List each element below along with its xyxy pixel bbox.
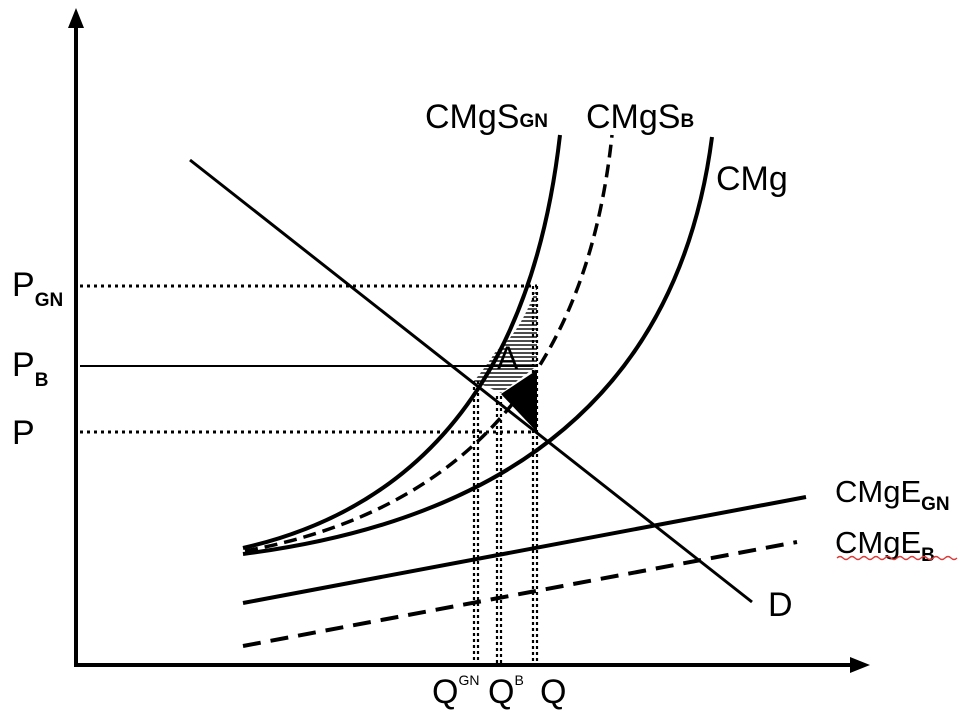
reference-lines xyxy=(80,284,539,664)
cmgs-b-curve xyxy=(244,134,614,553)
cmge-b-curve xyxy=(242,540,798,648)
p-label: P xyxy=(12,414,35,452)
p-b-label: PB xyxy=(12,346,48,391)
demand-curve xyxy=(189,158,753,604)
cmge-gn-curve xyxy=(242,495,807,605)
area-a-label: A xyxy=(497,340,519,376)
y-axis-arrowhead xyxy=(68,8,84,28)
demand-label: D xyxy=(768,586,793,624)
q-label: Q xyxy=(540,673,566,711)
cmg-label: CMg xyxy=(716,160,788,198)
solid-welfare-triangle xyxy=(501,370,537,432)
p-gn-label: PGN xyxy=(12,266,63,311)
cmgs-b-label: CMgSB xyxy=(586,98,694,136)
cmg-curve xyxy=(242,136,714,556)
cmge-gn-label: CMgEGN xyxy=(835,474,950,515)
q-gn-label: QGN xyxy=(432,672,479,711)
x-axis-arrowhead xyxy=(850,657,870,673)
axes xyxy=(68,8,870,673)
cmgs-gn-label: CMgSGN xyxy=(425,98,548,136)
cmgs-gn-curve xyxy=(242,134,562,550)
q-b-label: QB xyxy=(488,672,524,711)
spellcheck-underline xyxy=(836,555,958,561)
cmge-b-label: CMgEB xyxy=(835,525,935,566)
curves xyxy=(189,134,807,648)
